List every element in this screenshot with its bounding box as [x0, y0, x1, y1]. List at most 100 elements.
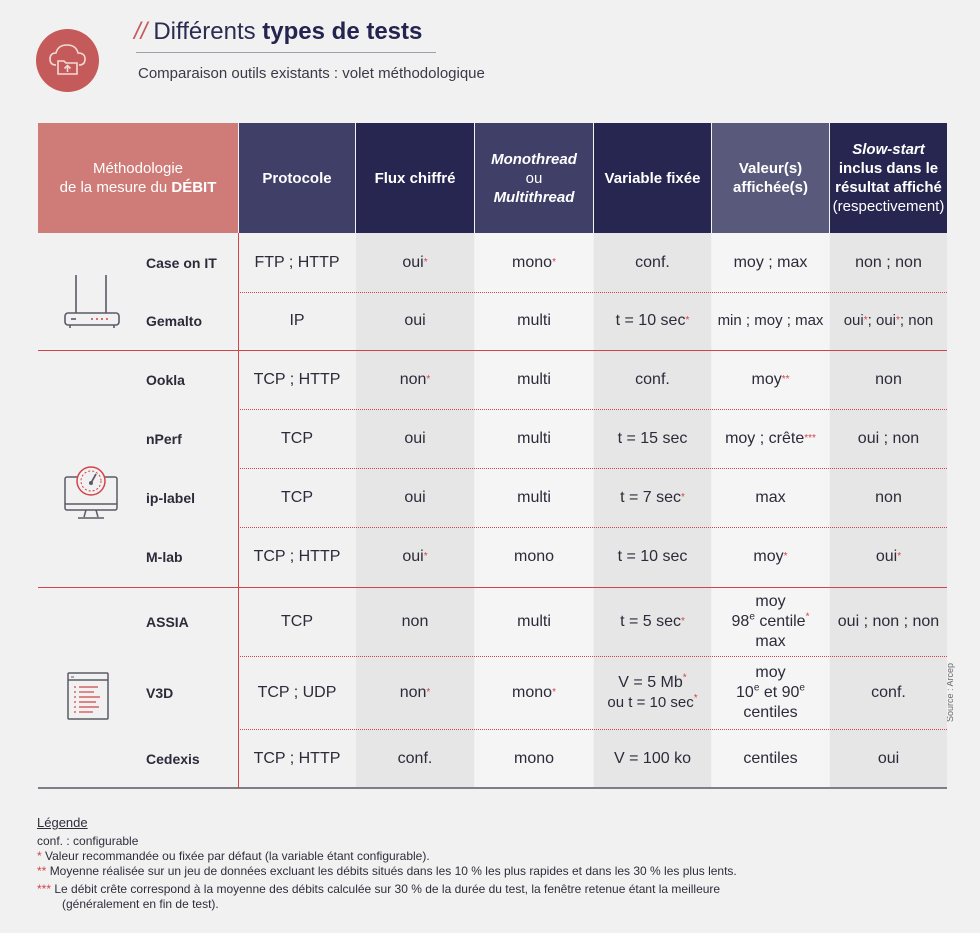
cell-protocol: TCP [281, 613, 313, 630]
row-name: ASSIA [146, 614, 189, 630]
cell-variable: t = 15 sec [617, 430, 688, 447]
marker-one: * [682, 672, 687, 684]
header-slow-line4: (respectivement) [832, 198, 945, 215]
cell-thread-value: mono [512, 684, 553, 701]
cell-flux-value: oui [402, 253, 424, 271]
table-row: Ookla TCP ; HTTP non * multi conf. moy ** … [38, 351, 947, 409]
row-name: ip-label [146, 490, 196, 506]
cell-variable-value: t = 7 sec [620, 489, 681, 506]
header-methodology-line1: Méthodologie [92, 160, 184, 177]
col-bg-thread [475, 233, 593, 788]
col-bg-flux [356, 233, 474, 788]
header-variable: Variable fixée [594, 123, 711, 233]
header-thread: Monothread ou Multithread [475, 123, 593, 233]
cell-valeur-ordinal1: e [753, 682, 760, 694]
cell-thread: mono [513, 750, 555, 767]
document-list-icon [67, 672, 109, 720]
cell-slow: oui ; non ; non [837, 613, 940, 630]
cell-thread: multi [517, 489, 551, 506]
row-name: V3D [146, 685, 174, 701]
header-methodology-line2: de la mesure du [59, 179, 168, 196]
row-name: Cedexis [146, 751, 200, 767]
legend-marker-two: ** [37, 864, 47, 878]
cell-variable-value: t = 5 sec [620, 613, 681, 630]
cell-flux: oui [404, 430, 426, 447]
row-name: Case on IT [146, 254, 217, 271]
cell-slow-part-a: oui [843, 312, 864, 329]
header-slow-line3: résultat affiché [835, 179, 942, 196]
table-row: Gemalto IP oui multi t = 10 sec * min ; m… [38, 293, 947, 349]
cell-slow-value: oui [875, 548, 898, 565]
cell-valeur-line1: moy [755, 664, 786, 681]
header-thread-line3: Multithread [493, 188, 575, 206]
cell-valeur-value: moy [753, 548, 784, 565]
cell-variable: t = 5 sec * [620, 613, 685, 630]
legend-three-star-cont: (généralement en fin de test). [62, 897, 219, 911]
cell-slow: oui * [875, 548, 902, 565]
cell-valeur: moy ; max [733, 253, 808, 271]
cell-variable: V = 5 Mb* ou t = 10 sec* [594, 657, 711, 729]
header-methodology: Méthodologie de la mesure du DÉBIT [38, 123, 238, 233]
cell-protocol: FTP ; HTTP [254, 253, 340, 271]
title-bold: types de tests [262, 18, 423, 45]
cell-valeur: moy ; crête *** [725, 430, 816, 447]
row-divider [238, 656, 947, 657]
cell-flux: oui * [402, 253, 428, 271]
row-divider [238, 409, 947, 410]
cell-valeur-line1: moy [755, 593, 786, 610]
cell-slow: oui [877, 750, 900, 767]
header-valeur-line2: affichée(s) [732, 179, 809, 196]
cell-slow-part-c: ; non [899, 312, 934, 329]
cell-protocol: TCP [281, 430, 313, 447]
cell-valeur-ordinal: e [749, 611, 755, 623]
title-underline [136, 52, 436, 53]
cell-flux-value: non [399, 371, 427, 388]
name-column-divider [238, 233, 239, 788]
cell-thread: multi [517, 613, 551, 630]
cell-valeur: max [755, 489, 786, 506]
header-slow-start: Slow-start inclus dans le résultat affic… [830, 123, 947, 233]
cell-slow: non [875, 489, 902, 506]
cell-variable-line1: V = 5 Mb [618, 674, 683, 691]
legend-two-star-text: Moyenne réalisée sur un jeu de données e… [49, 864, 737, 878]
group-divider [38, 350, 947, 351]
cell-variable: t = 7 sec * [620, 489, 685, 506]
legend-three-star: *** Le débit crête correspond à la moyen… [37, 882, 737, 897]
legend-title: Légende [37, 815, 88, 830]
row-divider [238, 292, 947, 293]
header-flux: Flux chiffré [356, 123, 474, 233]
cell-flux-value: non [399, 684, 427, 701]
cell-variable: t = 10 sec * [615, 312, 690, 329]
speedometer-monitor-icon [64, 466, 118, 519]
cell-flux: oui * [402, 548, 428, 565]
row-name: nPerf [146, 431, 182, 447]
cell-variable-line2: ou t = 10 sec [607, 694, 694, 711]
row-name: M-lab [146, 549, 183, 565]
marker-one: * [805, 611, 810, 623]
header-thread-line2: ou [525, 169, 543, 187]
title-slash: // [134, 18, 148, 45]
page-title: //Différents types de tests [134, 18, 422, 46]
legend-conf: conf. : configurable [37, 834, 139, 848]
cell-valeur-num2: et 90 [759, 684, 800, 701]
header-protocol: Protocole [239, 123, 355, 233]
cell-thread-value: mono [512, 253, 553, 271]
table-row: Cedexis TCP ; HTTP conf. mono V = 100 ko… [38, 730, 947, 788]
cell-flux: oui [404, 489, 426, 506]
cell-thread: multi [517, 312, 551, 329]
cell-protocol: TCP ; HTTP [253, 548, 341, 565]
cell-valeur: centiles [743, 750, 798, 767]
cell-thread: multi [517, 430, 551, 447]
cell-valeur-num: 98 [731, 613, 750, 630]
row-divider [238, 729, 947, 730]
cell-thread: mono [513, 548, 555, 565]
legend-two-star: ** Moyenne réalisée sur un jeu de donnée… [37, 864, 737, 879]
header-valeur: Valeur(s) affichée(s) [712, 123, 829, 233]
cell-flux: conf. [397, 750, 433, 767]
cell-valeur-ordinal2: e [799, 682, 805, 694]
cell-variable: conf. [635, 253, 670, 271]
logo [36, 29, 99, 92]
legend: Légende conf. : configurable * Valeur re… [37, 815, 737, 912]
header-thread-line1: Monothread [491, 150, 577, 168]
cell-valeur: moy * [753, 548, 788, 565]
